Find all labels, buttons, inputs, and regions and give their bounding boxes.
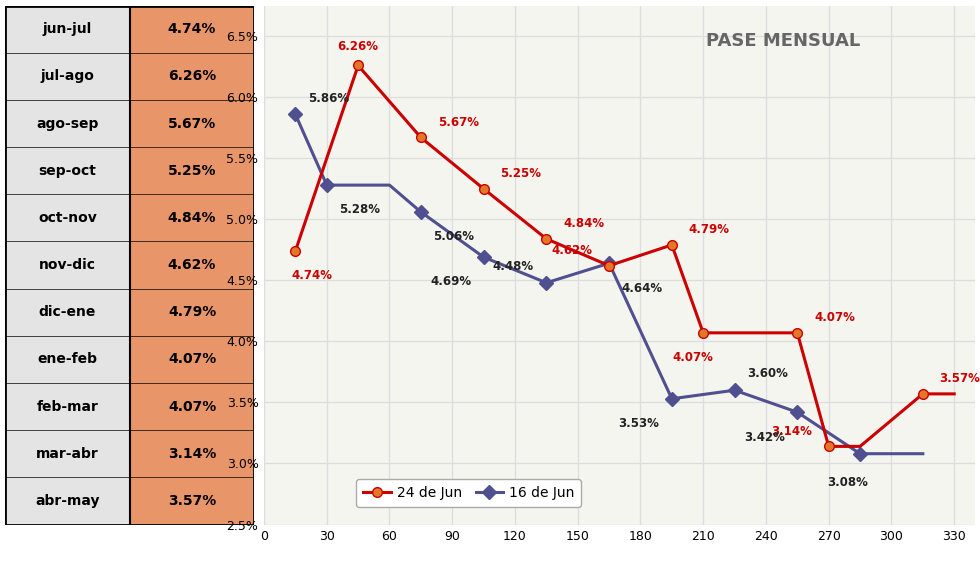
Text: 3.60%: 3.60%: [747, 368, 788, 381]
Bar: [129, 383, 255, 430]
Text: 5.67%: 5.67%: [168, 117, 217, 131]
Text: oct-nov: oct-nov: [38, 211, 97, 225]
Text: jul-ago: jul-ago: [40, 69, 94, 83]
Bar: [129, 147, 255, 195]
Bar: [129, 430, 255, 477]
Bar: [129, 195, 255, 241]
Text: 4.79%: 4.79%: [689, 223, 729, 236]
Bar: [5, 336, 129, 383]
Bar: [129, 6, 255, 53]
Text: ago-sep: ago-sep: [36, 117, 98, 131]
Text: 3.08%: 3.08%: [827, 475, 868, 488]
Text: 4.84%: 4.84%: [564, 217, 605, 230]
Bar: [5, 100, 129, 147]
Text: nov-dic: nov-dic: [39, 258, 96, 272]
Text: 5.28%: 5.28%: [339, 204, 380, 217]
Text: 4.07%: 4.07%: [672, 351, 713, 364]
Text: mar-abr: mar-abr: [36, 447, 99, 461]
Text: PASE MENSUAL: PASE MENSUAL: [706, 32, 860, 50]
Bar: [5, 147, 129, 195]
Text: 5.67%: 5.67%: [438, 116, 478, 129]
Text: ene-feb: ene-feb: [37, 352, 97, 367]
Bar: [5, 6, 129, 53]
Bar: [129, 53, 255, 100]
Text: sep-oct: sep-oct: [38, 164, 96, 178]
Text: 4.84%: 4.84%: [168, 211, 217, 225]
Bar: [129, 289, 255, 336]
Text: 6.26%: 6.26%: [168, 69, 217, 83]
Text: feb-mar: feb-mar: [36, 399, 98, 413]
Text: 6.26%: 6.26%: [338, 40, 378, 53]
Bar: [129, 336, 255, 383]
Text: 3.14%: 3.14%: [168, 447, 217, 461]
Text: abr-may: abr-may: [35, 494, 100, 508]
Text: 4.64%: 4.64%: [621, 281, 662, 294]
Bar: [5, 53, 129, 100]
Text: 4.07%: 4.07%: [168, 352, 217, 367]
Text: 5.25%: 5.25%: [168, 164, 217, 178]
Text: 5.86%: 5.86%: [308, 91, 349, 104]
Bar: [5, 241, 129, 289]
Text: 4.69%: 4.69%: [430, 275, 471, 288]
Text: 4.62%: 4.62%: [168, 258, 217, 272]
Text: 3.14%: 3.14%: [771, 425, 812, 438]
Bar: [5, 430, 129, 477]
Bar: [5, 289, 129, 336]
Text: 4.07%: 4.07%: [168, 399, 217, 413]
Bar: [129, 241, 255, 289]
Text: 5.25%: 5.25%: [501, 168, 541, 180]
Text: 4.74%: 4.74%: [291, 270, 332, 283]
Text: dic-ene: dic-ene: [38, 305, 96, 319]
Text: 4.79%: 4.79%: [168, 305, 217, 319]
Bar: [129, 477, 255, 525]
Text: 3.42%: 3.42%: [744, 430, 785, 443]
Bar: [5, 195, 129, 241]
Text: jun-jul: jun-jul: [43, 22, 92, 36]
Text: 3.57%: 3.57%: [168, 494, 217, 508]
Bar: [129, 100, 255, 147]
Text: 5.06%: 5.06%: [433, 230, 474, 243]
Text: 3.57%: 3.57%: [940, 372, 980, 385]
Text: 4.74%: 4.74%: [168, 22, 217, 36]
Bar: [5, 477, 129, 525]
Text: 4.07%: 4.07%: [814, 311, 855, 324]
Bar: [5, 383, 129, 430]
Text: 4.62%: 4.62%: [552, 244, 592, 257]
Text: 3.53%: 3.53%: [618, 417, 660, 430]
Legend: 24 de Jun, 16 de Jun: 24 de Jun, 16 de Jun: [357, 479, 581, 507]
Text: 4.48%: 4.48%: [493, 260, 534, 273]
